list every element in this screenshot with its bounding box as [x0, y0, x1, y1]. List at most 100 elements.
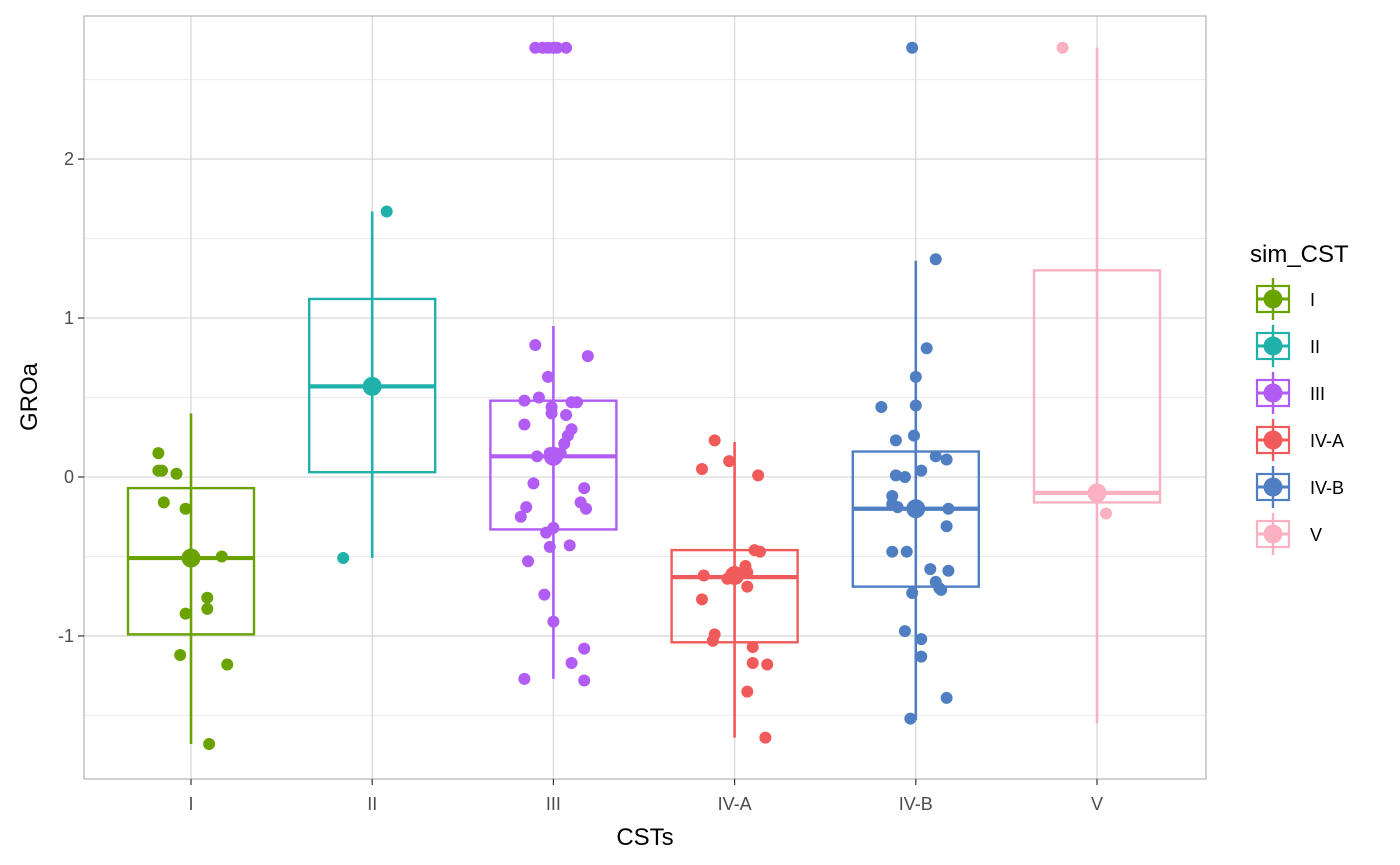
point-III	[532, 391, 545, 404]
point-III	[547, 615, 560, 628]
legend-label: IV-A	[1310, 431, 1344, 451]
box-IV-A	[670, 548, 799, 644]
point-IV-B	[940, 453, 953, 466]
point-I	[156, 464, 169, 477]
legend-title: sim_CST	[1250, 241, 1349, 268]
point-IV-B	[924, 563, 937, 576]
point-IV-B	[909, 399, 922, 412]
point-IV-B	[909, 370, 922, 383]
point-IV-B	[889, 469, 902, 482]
point-III	[527, 477, 540, 490]
point-IV-A	[697, 569, 710, 582]
point-V	[1056, 41, 1069, 54]
x-axis-title: CSTs	[616, 824, 673, 851]
point-II	[380, 205, 393, 218]
point-IV-B	[915, 464, 928, 477]
point-III	[538, 588, 551, 601]
point-III	[518, 394, 531, 407]
point-IV-A	[752, 469, 765, 482]
point-IV-B	[940, 691, 953, 704]
point-V	[1100, 507, 1113, 520]
point-II	[337, 552, 350, 565]
point-I	[174, 649, 187, 662]
point-III	[531, 450, 544, 463]
point-IV-B	[940, 520, 953, 533]
legend-key-mean	[1263, 289, 1283, 309]
point-III	[563, 539, 576, 552]
point-IV-B	[906, 587, 919, 600]
point-III	[529, 339, 542, 352]
x-tick-label: V	[1091, 794, 1103, 814]
mean-III	[543, 446, 563, 466]
point-layer	[152, 41, 1113, 751]
point-IV-B	[907, 429, 920, 442]
legend-item-III: III	[1255, 372, 1325, 414]
y-tick-label: 2	[64, 149, 74, 169]
point-IV-B	[889, 434, 902, 447]
x-tick-label: IV-A	[718, 794, 752, 814]
point-IV-B	[875, 401, 888, 414]
point-IV-B	[942, 564, 955, 577]
legend-item-IV-B: IV-B	[1255, 466, 1344, 508]
point-IV-A	[741, 566, 754, 579]
x-tick-label: IV-B	[899, 794, 933, 814]
point-IV-B	[898, 625, 911, 638]
point-IV-B	[935, 583, 948, 596]
point-III	[518, 672, 531, 685]
legend-key-mean	[1263, 430, 1283, 450]
point-IV-A	[761, 658, 774, 671]
point-IV-B	[900, 545, 913, 558]
point-III	[580, 502, 593, 515]
mean-V	[1087, 483, 1107, 503]
legend-item-V: V	[1255, 513, 1322, 555]
legend-label: IV-B	[1310, 478, 1344, 498]
legend-key-mean	[1263, 383, 1283, 403]
point-IV-A	[723, 455, 736, 468]
point-IV-B	[915, 650, 928, 663]
x-tick-label: II	[367, 794, 377, 814]
legend-item-IV-A: IV-A	[1255, 419, 1344, 461]
x-tick-label: III	[546, 794, 561, 814]
point-III	[518, 418, 531, 431]
point-III	[581, 350, 594, 363]
point-III	[543, 540, 556, 553]
point-III	[541, 370, 554, 383]
point-IV-B	[915, 633, 928, 646]
plot-border	[83, 15, 1207, 780]
point-I	[215, 550, 228, 563]
legend-key-mean	[1263, 524, 1283, 544]
y-axis-title: GROa	[16, 362, 43, 431]
point-IV-A	[746, 656, 759, 669]
box-IV-B	[851, 450, 980, 588]
y-tick-label: 0	[64, 467, 74, 487]
y-tick-label: -1	[58, 626, 74, 646]
legend-key-mean	[1263, 477, 1283, 497]
point-IV-B	[929, 450, 942, 463]
point-III	[545, 407, 558, 420]
point-III	[558, 437, 571, 450]
point-IV-A	[708, 434, 721, 447]
legend-key-mean	[1263, 336, 1283, 356]
point-IV-B	[942, 502, 955, 515]
point-IV-B	[898, 470, 911, 483]
point-IV-A	[741, 685, 754, 698]
x-tick-label: I	[188, 794, 193, 814]
point-IV-B	[906, 41, 919, 54]
point-I	[221, 658, 234, 671]
legend-label: III	[1310, 384, 1325, 404]
box-V	[1032, 269, 1162, 504]
point-IV-A	[695, 463, 708, 476]
point-III	[522, 555, 535, 568]
point-I	[203, 738, 216, 751]
point-IV-B	[904, 712, 917, 725]
point-III	[547, 521, 560, 534]
point-I	[179, 502, 192, 515]
point-III	[570, 396, 583, 409]
point-III	[578, 674, 591, 687]
mean-IV-B	[906, 499, 926, 519]
point-IV-A	[753, 545, 766, 558]
mean-II	[362, 376, 382, 396]
point-IV-A	[695, 593, 708, 606]
